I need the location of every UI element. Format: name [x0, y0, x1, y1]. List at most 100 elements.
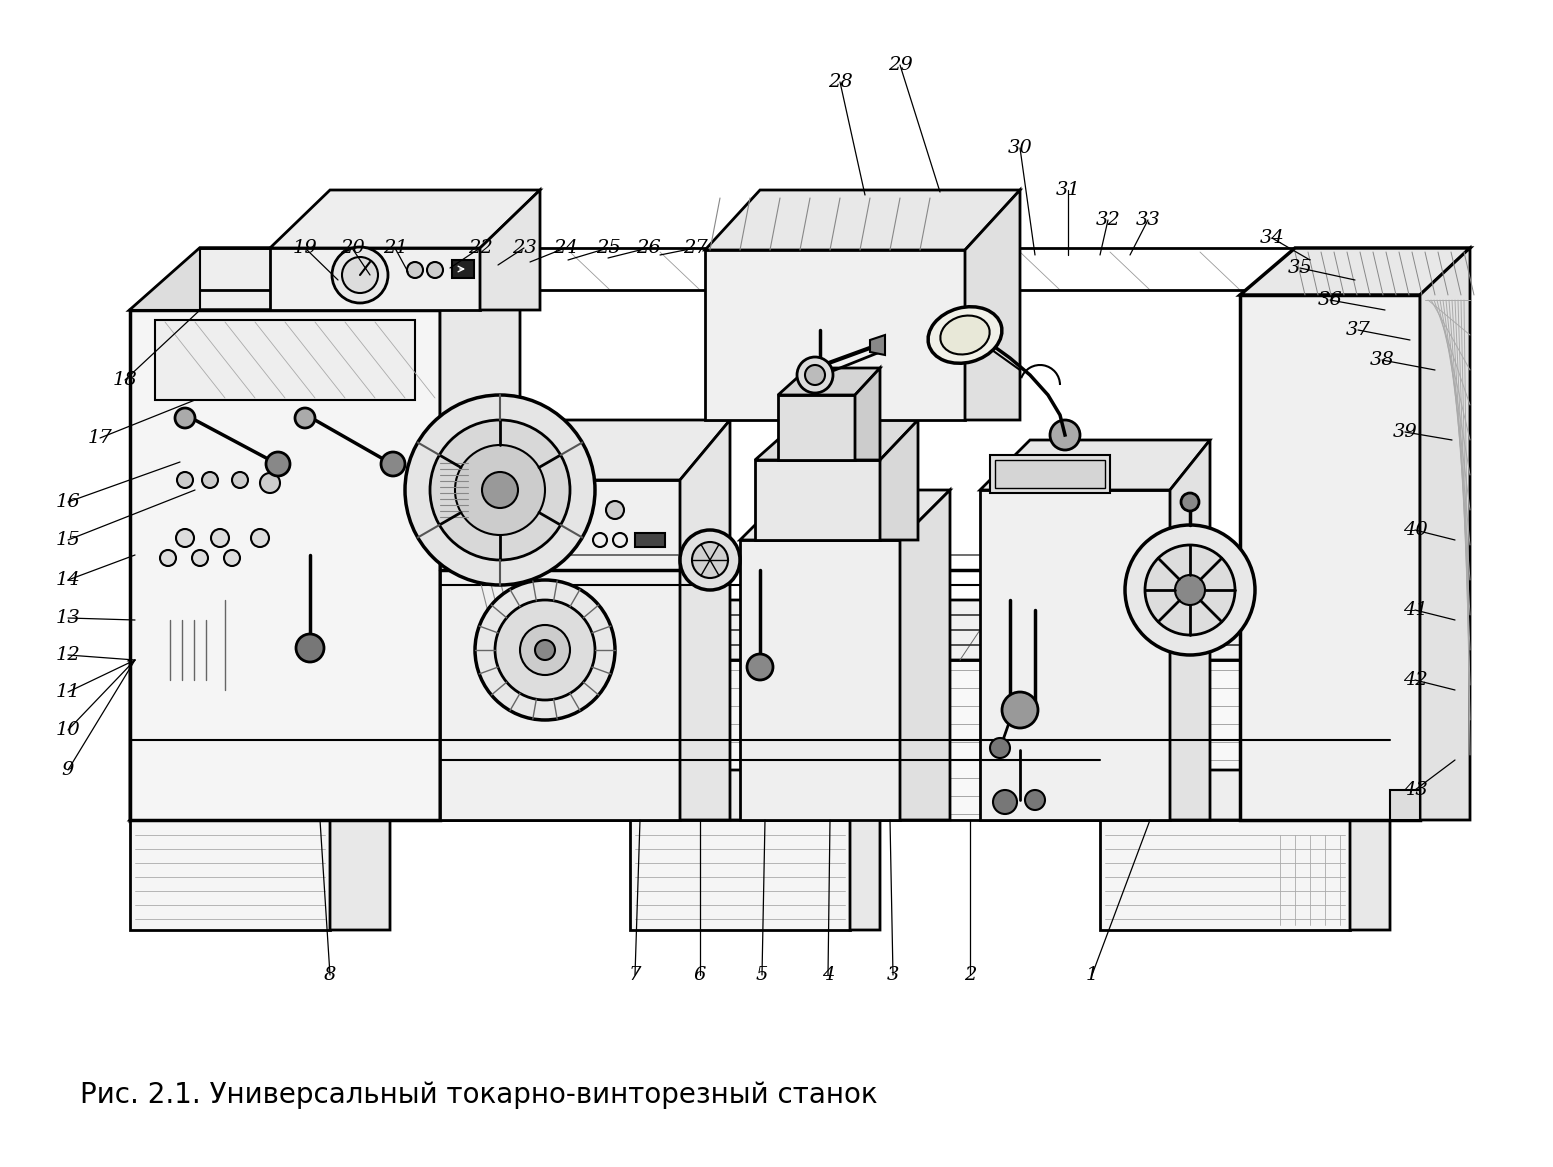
- Polygon shape: [870, 335, 885, 355]
- Circle shape: [1002, 692, 1037, 728]
- Circle shape: [693, 541, 728, 578]
- Text: 29: 29: [888, 56, 912, 74]
- Circle shape: [495, 600, 595, 700]
- Polygon shape: [130, 600, 1440, 661]
- Polygon shape: [270, 190, 540, 249]
- Text: 9: 9: [62, 761, 75, 780]
- Bar: [439, 460, 467, 520]
- Polygon shape: [631, 770, 881, 820]
- Text: 36: 36: [1317, 291, 1342, 309]
- Circle shape: [380, 452, 405, 476]
- Text: 19: 19: [292, 239, 317, 257]
- Ellipse shape: [941, 315, 989, 355]
- Text: 8: 8: [325, 966, 335, 984]
- Circle shape: [989, 738, 1009, 759]
- Polygon shape: [680, 420, 730, 820]
- Polygon shape: [1239, 295, 1419, 820]
- Circle shape: [1050, 420, 1079, 450]
- Text: 12: 12: [56, 647, 81, 664]
- Circle shape: [578, 502, 593, 518]
- Text: 27: 27: [683, 239, 707, 257]
- Polygon shape: [439, 420, 730, 480]
- Text: 17: 17: [87, 429, 112, 447]
- Text: 24: 24: [553, 239, 578, 257]
- Polygon shape: [1390, 790, 1419, 820]
- Bar: [635, 533, 665, 547]
- Polygon shape: [755, 460, 881, 540]
- Text: 39: 39: [1393, 422, 1418, 441]
- Text: 42: 42: [1402, 671, 1427, 689]
- Circle shape: [1180, 492, 1199, 511]
- Polygon shape: [739, 490, 950, 540]
- Text: 10: 10: [56, 721, 81, 739]
- Circle shape: [427, 263, 443, 278]
- Circle shape: [297, 634, 325, 662]
- Text: 1: 1: [1086, 966, 1098, 984]
- Circle shape: [680, 530, 739, 591]
- Polygon shape: [1239, 249, 1471, 295]
- Circle shape: [231, 471, 248, 488]
- Polygon shape: [1100, 770, 1390, 820]
- Text: 25: 25: [596, 239, 620, 257]
- Circle shape: [1145, 545, 1235, 635]
- Circle shape: [266, 452, 290, 476]
- Text: 40: 40: [1402, 520, 1427, 539]
- Polygon shape: [778, 368, 881, 394]
- Text: 21: 21: [382, 239, 407, 257]
- Text: 15: 15: [56, 531, 81, 548]
- Circle shape: [1124, 525, 1255, 655]
- Circle shape: [992, 790, 1017, 815]
- Circle shape: [211, 529, 228, 547]
- Polygon shape: [755, 420, 918, 460]
- Polygon shape: [778, 394, 856, 460]
- Circle shape: [407, 263, 422, 278]
- Circle shape: [481, 471, 519, 508]
- Polygon shape: [200, 249, 520, 291]
- Polygon shape: [631, 820, 849, 930]
- Text: 13: 13: [56, 609, 81, 627]
- Polygon shape: [130, 600, 189, 820]
- Polygon shape: [130, 661, 1390, 820]
- Text: 20: 20: [340, 239, 365, 257]
- Text: 32: 32: [1095, 211, 1120, 229]
- Circle shape: [259, 473, 280, 492]
- Polygon shape: [1419, 249, 1471, 820]
- Circle shape: [175, 408, 196, 428]
- Text: 26: 26: [635, 239, 660, 257]
- Polygon shape: [439, 249, 520, 820]
- Circle shape: [534, 640, 554, 661]
- Polygon shape: [439, 480, 680, 820]
- Text: 34: 34: [1259, 229, 1284, 247]
- Text: 37: 37: [1345, 321, 1370, 338]
- Polygon shape: [980, 440, 1210, 490]
- Circle shape: [405, 394, 595, 585]
- Text: 22: 22: [467, 239, 492, 257]
- Polygon shape: [739, 540, 901, 820]
- Circle shape: [295, 408, 315, 428]
- Text: 4: 4: [822, 966, 834, 984]
- Circle shape: [747, 654, 773, 680]
- Polygon shape: [270, 249, 480, 310]
- Text: 38: 38: [1370, 351, 1395, 369]
- Bar: [989, 455, 1110, 492]
- Polygon shape: [130, 820, 329, 930]
- Polygon shape: [130, 310, 439, 820]
- Circle shape: [332, 247, 388, 303]
- Text: 23: 23: [511, 239, 536, 257]
- Text: 2: 2: [964, 966, 977, 984]
- Text: 16: 16: [56, 492, 81, 511]
- Circle shape: [804, 365, 825, 385]
- Circle shape: [193, 550, 208, 566]
- Text: 6: 6: [694, 966, 707, 984]
- Circle shape: [486, 501, 505, 519]
- Text: Рис. 2.1. Универсальный токарно-винторезный станок: Рис. 2.1. Универсальный токарно-винторез…: [81, 1081, 877, 1109]
- Polygon shape: [705, 190, 1020, 250]
- Circle shape: [160, 550, 175, 566]
- Bar: [995, 460, 1106, 488]
- Text: 33: 33: [1135, 211, 1160, 229]
- Polygon shape: [901, 490, 950, 820]
- Circle shape: [1025, 790, 1045, 810]
- Polygon shape: [980, 490, 1169, 820]
- Polygon shape: [480, 190, 540, 310]
- Text: 7: 7: [629, 966, 641, 984]
